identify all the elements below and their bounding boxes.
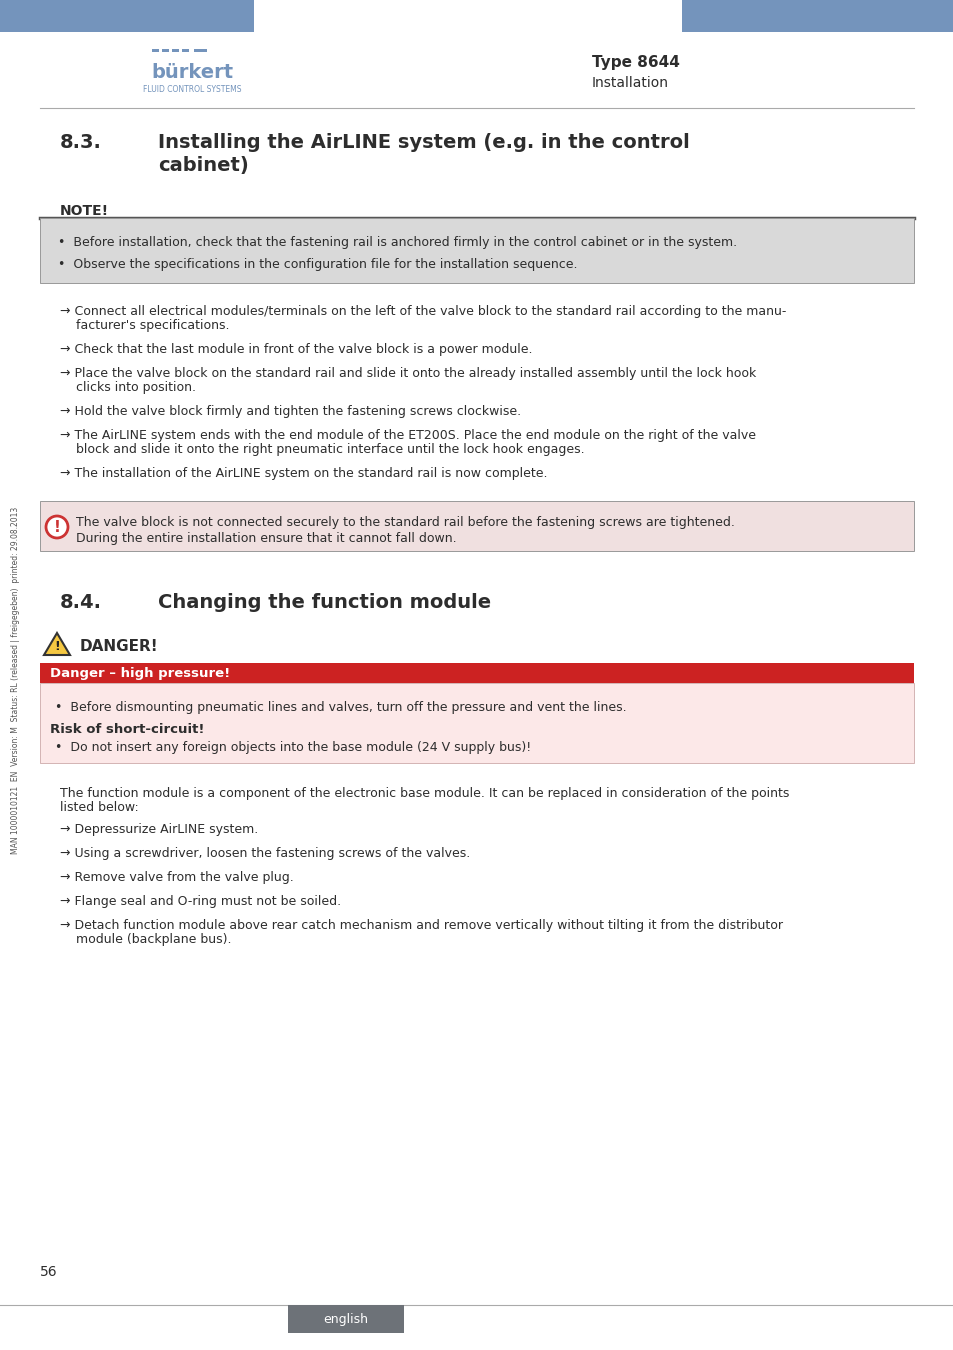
Text: During the entire installation ensure that it cannot fall down.: During the entire installation ensure th… [76, 532, 456, 545]
Text: 8.3.: 8.3. [60, 134, 102, 153]
Text: listed below:: listed below: [60, 801, 138, 814]
Text: block and slide it onto the right pneumatic interface until the lock hook engage: block and slide it onto the right pneuma… [60, 443, 584, 456]
Text: MAN 1000010121  EN  Version: M  Status: RL (released | freigegeben)  printed: 29: MAN 1000010121 EN Version: M Status: RL … [11, 506, 20, 853]
Text: → Flange seal and O-ring must not be soiled.: → Flange seal and O-ring must not be soi… [60, 895, 341, 909]
Text: → Using a screwdriver, loosen the fastening screws of the valves.: → Using a screwdriver, loosen the fasten… [60, 846, 470, 860]
Text: •  Observe the specifications in the configuration file for the installation seq: • Observe the specifications in the conf… [58, 258, 577, 271]
Text: → Connect all electrical modules/terminals on the left of the valve block to the: → Connect all electrical modules/termina… [60, 305, 785, 319]
Bar [40, 217, 913, 284]
Bar [40, 501, 913, 551]
Text: english: english [323, 1312, 368, 1326]
Text: → The installation of the AirLINE system on the standard rail is now complete.: → The installation of the AirLINE system… [60, 467, 547, 481]
Text: 56: 56 [40, 1265, 57, 1278]
Text: cabinet): cabinet) [158, 157, 249, 176]
Text: The valve block is not connected securely to the standard rail before the fasten: The valve block is not connected securel… [76, 516, 734, 529]
Polygon shape [44, 633, 70, 655]
Text: → The AirLINE system ends with the end module of the ET200S. Place the end modul: → The AirLINE system ends with the end m… [60, 429, 755, 441]
Text: •  Before installation, check that the fastening rail is anchored firmly in the : • Before installation, check that the fa… [58, 236, 737, 248]
Bar [162, 49, 169, 53]
Text: → Remove valve from the valve plug.: → Remove valve from the valve plug. [60, 871, 294, 884]
Bar [40, 663, 913, 683]
Text: bürkert: bürkert [151, 62, 233, 81]
Text: !: ! [54, 640, 60, 653]
Text: Type 8644: Type 8644 [592, 55, 679, 70]
Text: Changing the function module: Changing the function module [158, 593, 491, 612]
Bar [40, 683, 913, 763]
Text: The function module is a component of the electronic base module. It can be repl: The function module is a component of th… [60, 787, 788, 801]
Text: facturer's specifications.: facturer's specifications. [60, 319, 230, 332]
Text: DANGER!: DANGER! [80, 639, 158, 653]
Bar [193, 49, 207, 53]
Bar [681, 0, 953, 32]
Text: Installing the AirLINE system (e.g. in the control: Installing the AirLINE system (e.g. in t… [158, 134, 689, 153]
Circle shape [46, 516, 68, 539]
Text: → Depressurize AirLINE system.: → Depressurize AirLINE system. [60, 824, 258, 836]
Text: Risk of short-circuit!: Risk of short-circuit! [50, 724, 204, 736]
Bar [0, 0, 253, 32]
Text: FLUID CONTROL SYSTEMS: FLUID CONTROL SYSTEMS [143, 85, 241, 94]
Text: → Place the valve block on the standard rail and slide it onto the already insta: → Place the valve block on the standard … [60, 367, 756, 379]
Text: !: ! [53, 520, 60, 535]
Text: module (backplane bus).: module (backplane bus). [60, 933, 232, 946]
Text: •  Before dismounting pneumatic lines and valves, turn off the pressure and vent: • Before dismounting pneumatic lines and… [55, 701, 626, 714]
Text: → Check that the last module in front of the valve block is a power module.: → Check that the last module in front of… [60, 343, 532, 356]
Text: → Hold the valve block firmly and tighten the fastening screws clockwise.: → Hold the valve block firmly and tighte… [60, 405, 520, 418]
Text: NOTE!: NOTE! [60, 204, 109, 217]
Text: 8.4.: 8.4. [60, 593, 102, 612]
Text: → Detach function module above rear catch mechanism and remove vertically withou: → Detach function module above rear catc… [60, 919, 782, 931]
Text: Installation: Installation [592, 76, 668, 90]
Bar [152, 49, 159, 53]
Text: clicks into position.: clicks into position. [60, 381, 195, 394]
Text: •  Do not insert any foreign objects into the base module (24 V supply bus)!: • Do not insert any foreign objects into… [55, 741, 531, 755]
Bar [288, 1305, 403, 1332]
Bar [182, 49, 189, 53]
Bar [172, 49, 179, 53]
Text: Danger – high pressure!: Danger – high pressure! [50, 667, 230, 679]
